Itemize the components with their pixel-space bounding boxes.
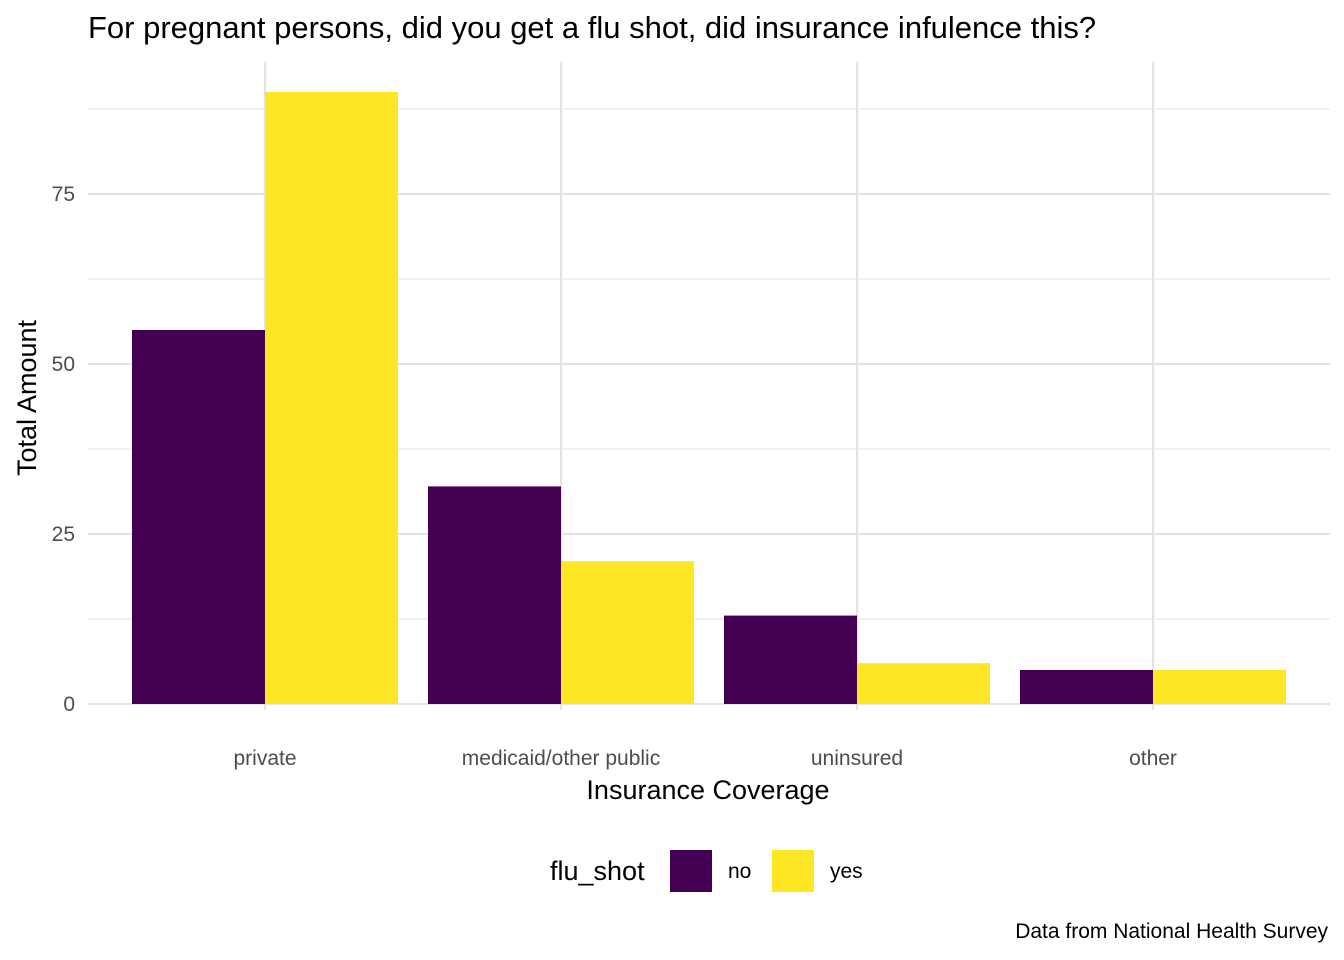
legend-label-no: no xyxy=(728,860,752,883)
bars xyxy=(132,92,1286,704)
x-axis-title: Insurance Coverage xyxy=(586,775,829,805)
x-tick-labels: private medicaid/other public uninsured oth… xyxy=(233,747,1176,770)
legend-key-no xyxy=(670,850,712,892)
chart-title: For pregnant persons, did you get a flu … xyxy=(88,10,1097,45)
y-tick-label: 50 xyxy=(52,353,75,376)
bar-yes-0 xyxy=(265,92,398,704)
bar-no-1 xyxy=(428,486,561,704)
bar-no-3 xyxy=(1020,670,1153,704)
x-tick-label: uninsured xyxy=(811,747,903,770)
bar-no-0 xyxy=(132,330,265,704)
bar-no-2 xyxy=(724,615,857,704)
x-tick-label: other xyxy=(1129,747,1177,770)
y-tick-label: 0 xyxy=(63,693,75,716)
y-axis-title: Total Amount xyxy=(12,319,42,476)
y-tick-labels: 0 25 50 75 xyxy=(52,183,75,716)
legend-label-yes: yes xyxy=(830,860,863,883)
bar-yes-2 xyxy=(857,663,990,704)
legend: flu_shot no yes xyxy=(0,848,1344,896)
chart-caption: Data from National Health Survey xyxy=(1015,920,1328,943)
x-tick-label: private xyxy=(233,747,296,770)
y-tick-label: 25 xyxy=(52,523,75,546)
bar-yes-3 xyxy=(1153,670,1286,704)
legend-title: flu_shot xyxy=(550,856,645,886)
x-tick-label: medicaid/other public xyxy=(462,747,660,770)
bar-yes-1 xyxy=(561,561,694,704)
legend-key-yes xyxy=(772,850,814,892)
bar-chart: 0 25 50 75 private medicaid/other public unin… xyxy=(12,62,1330,805)
y-tick-label: 75 xyxy=(52,183,75,206)
